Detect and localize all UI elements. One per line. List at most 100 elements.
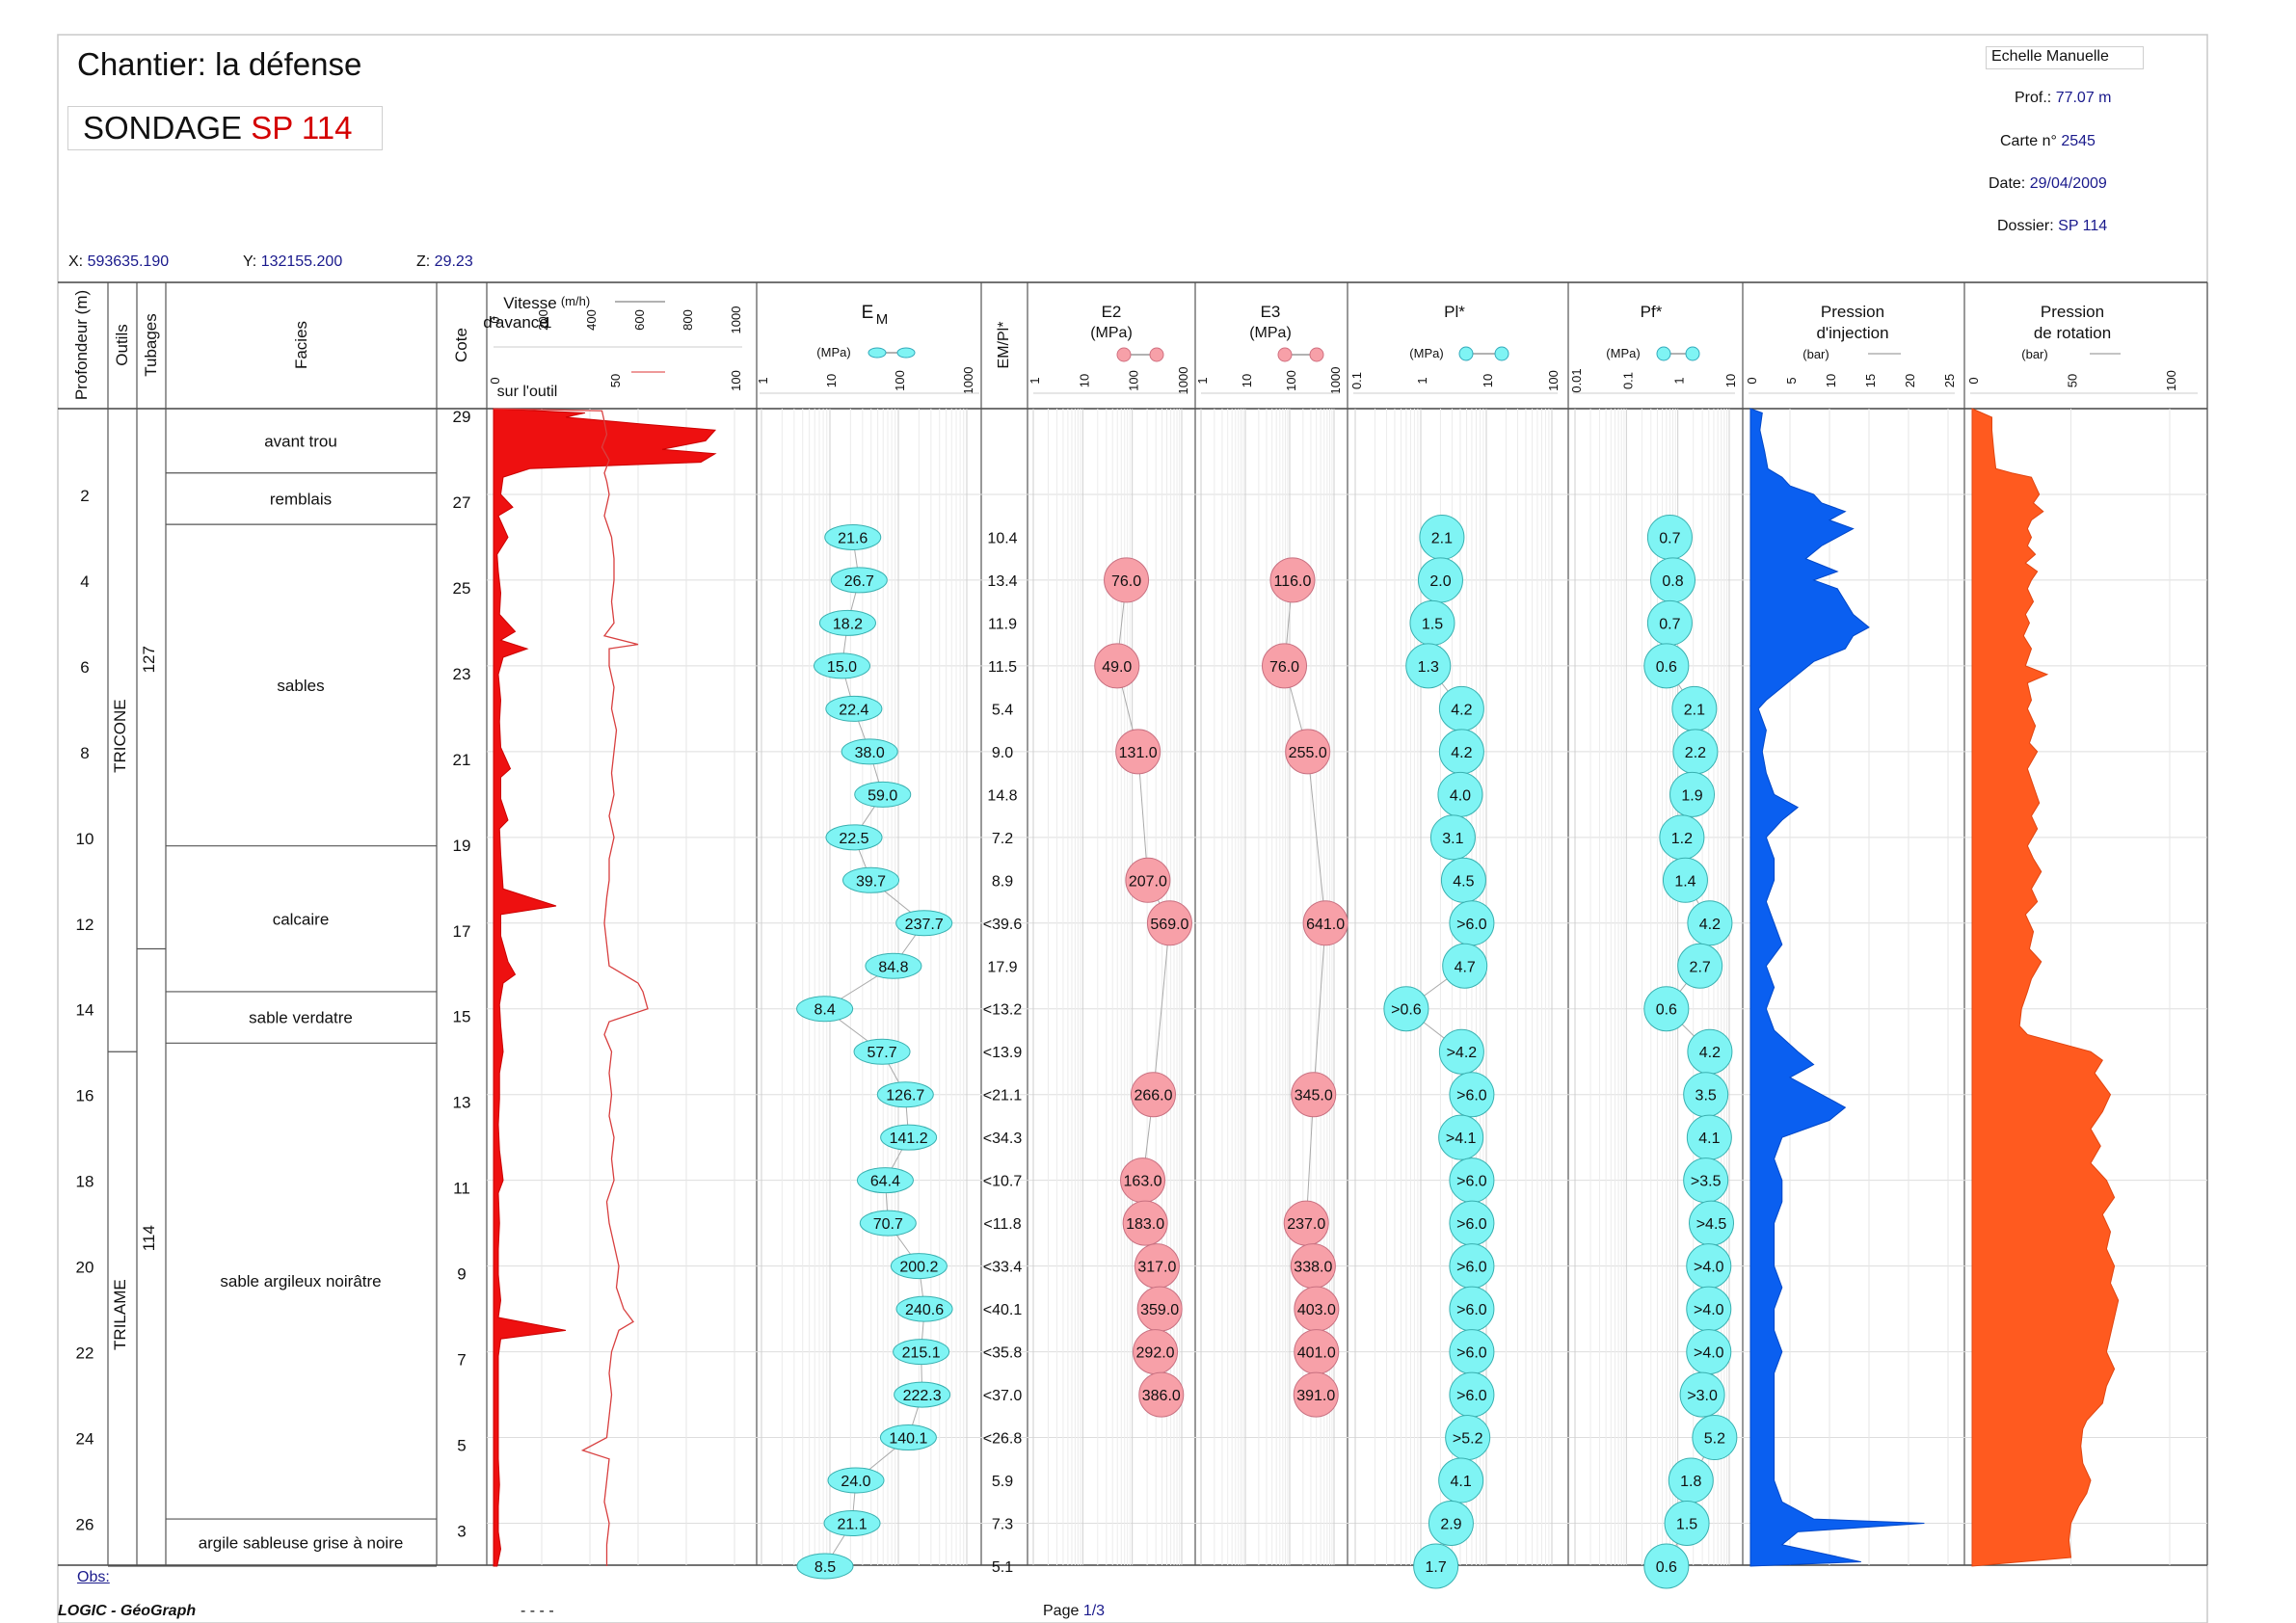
pf-marker [1643, 986, 1690, 1032]
cote-tick-label: 19 [453, 837, 471, 855]
em-marker [893, 1339, 950, 1366]
cote-tick-label: 21 [453, 751, 471, 769]
em-marker [823, 1510, 881, 1537]
e3-value-label: 76.0 [1269, 659, 1299, 676]
outil-label: TRILAME [111, 1279, 129, 1350]
depth-tick-label: 8 [80, 744, 89, 762]
cote-tick-label: 23 [453, 665, 471, 683]
pf-marker [1687, 900, 1733, 946]
em-marker [895, 1295, 953, 1322]
em-marker [818, 609, 876, 636]
pl-marker [1413, 1543, 1459, 1589]
pf-marker [1662, 857, 1708, 903]
couple-line [493, 408, 649, 1566]
couple-tick-label: 0 [488, 377, 502, 384]
depth-tick-label: 14 [76, 1001, 94, 1020]
pf-value-label: >3.5 [1691, 1174, 1722, 1190]
pl-marker [1438, 1028, 1484, 1075]
pf-marker [1664, 1501, 1710, 1547]
e3-marker [1291, 1072, 1337, 1118]
e2-tick-label: 1000 [1176, 367, 1190, 395]
pf-value-label: 0.7 [1659, 530, 1680, 546]
footer-dashes: - - - - [521, 1603, 554, 1619]
pf-value-label: 0.6 [1656, 1002, 1677, 1019]
em-marker [879, 1424, 937, 1451]
ratio-value-label: 5.4 [992, 702, 1013, 718]
e3-value-label: 237.0 [1287, 1216, 1325, 1233]
pl-marker [1442, 943, 1488, 989]
em-marker [880, 1124, 938, 1151]
e2-tick-label: 1 [1028, 377, 1042, 384]
y-coordinate: Y: 132155.200 [243, 253, 342, 271]
pl-value-label: 2.1 [1431, 530, 1453, 546]
em-marker [796, 1553, 854, 1580]
em-marker [827, 1467, 885, 1494]
ratio-value-label: 11.9 [988, 616, 1017, 632]
vitesse-tick-label: 200 [536, 309, 550, 331]
e3-legend-marker [1309, 347, 1324, 362]
x-label: X: [68, 253, 84, 270]
pl-value-label: >6.0 [1456, 917, 1487, 933]
pl-value-label: 4.2 [1451, 745, 1472, 761]
y-value: 132155.200 [260, 253, 343, 270]
pinj-tick-label: 25 [1942, 374, 1957, 387]
pf-legend-marker [1656, 346, 1671, 361]
pl-value-label: >6.0 [1456, 1345, 1487, 1362]
ratio-value-label: <26.8 [983, 1431, 1023, 1448]
facies-label: sable argileux noirâtre [220, 1272, 381, 1290]
pl-value-label: >4.2 [1447, 1045, 1478, 1061]
pf-value-label: 0.7 [1659, 616, 1680, 632]
em-value-label: 57.7 [867, 1045, 896, 1061]
header-profondeur: Profondeur (m) [72, 290, 91, 400]
e2-marker [1094, 643, 1140, 689]
tubage-label: 127 [140, 646, 158, 673]
e2-marker [1122, 1200, 1168, 1246]
em-tick-label: 1000 [961, 367, 975, 395]
em-value-label: 59.0 [868, 787, 897, 804]
ratio-value-label: <34.3 [983, 1131, 1023, 1147]
vitesse-tick-label: 0 [488, 316, 502, 323]
pf-value-label: >4.0 [1694, 1345, 1724, 1362]
ratio-value-label: 11.5 [988, 659, 1017, 676]
e3-unit: (MPa) [1249, 325, 1292, 341]
prot-unit: (bar) [2021, 347, 2047, 361]
pl-value-label: >6.0 [1456, 1216, 1487, 1233]
em-value-label: 38.0 [855, 745, 885, 761]
pl-value-label: 1.7 [1426, 1559, 1447, 1576]
obs-link[interactable]: Obs: [77, 1569, 110, 1585]
pf-marker [1677, 943, 1723, 989]
vitesse-area [493, 408, 717, 1567]
e3-value-label: 641.0 [1306, 917, 1345, 933]
z-coordinate: Z: 29.23 [416, 253, 473, 271]
pl-value-label: >4.1 [1446, 1131, 1477, 1147]
depth-tick-label: 2 [80, 487, 89, 505]
vitesse-title: Vitesse [503, 294, 556, 312]
pl-value-label: >6.0 [1456, 1174, 1487, 1190]
ratio-value-label: 5.1 [992, 1559, 1013, 1576]
pl-marker [1449, 1072, 1495, 1118]
cote-tick-label: 29 [453, 408, 471, 426]
carte-value: 2545 [2061, 133, 2096, 149]
dossier-value: SP 114 [2058, 218, 2108, 234]
e2-legend-marker [1116, 347, 1132, 362]
ratio-value-label: 9.0 [992, 745, 1013, 761]
depth-tick-label: 22 [76, 1344, 94, 1363]
pf-value-label: 1.9 [1681, 787, 1702, 804]
cote-tick-label: 5 [457, 1437, 466, 1455]
pf-value-label: 3.5 [1695, 1088, 1717, 1104]
e2-title: E2 [1102, 303, 1122, 321]
e2-tick-label: 10 [1077, 374, 1091, 387]
em-value-label: 22.4 [839, 702, 868, 718]
pf-value-label: 0.8 [1662, 573, 1683, 590]
dossier-label: Dossier: [1997, 218, 2054, 234]
pl-tick-label: 1 [1415, 377, 1429, 384]
e2-legend-marker [1149, 347, 1164, 362]
pf-legend-marker [1685, 346, 1700, 361]
pf-value-label: >3.0 [1687, 1388, 1718, 1404]
depth-tick-label: 12 [76, 916, 94, 934]
x-coordinate: X: 593635.190 [68, 253, 169, 271]
e2-unit: (MPa) [1090, 325, 1133, 341]
e2-marker [1130, 1072, 1176, 1118]
em-value-label: 26.7 [844, 573, 874, 590]
em-marker [890, 1253, 948, 1280]
